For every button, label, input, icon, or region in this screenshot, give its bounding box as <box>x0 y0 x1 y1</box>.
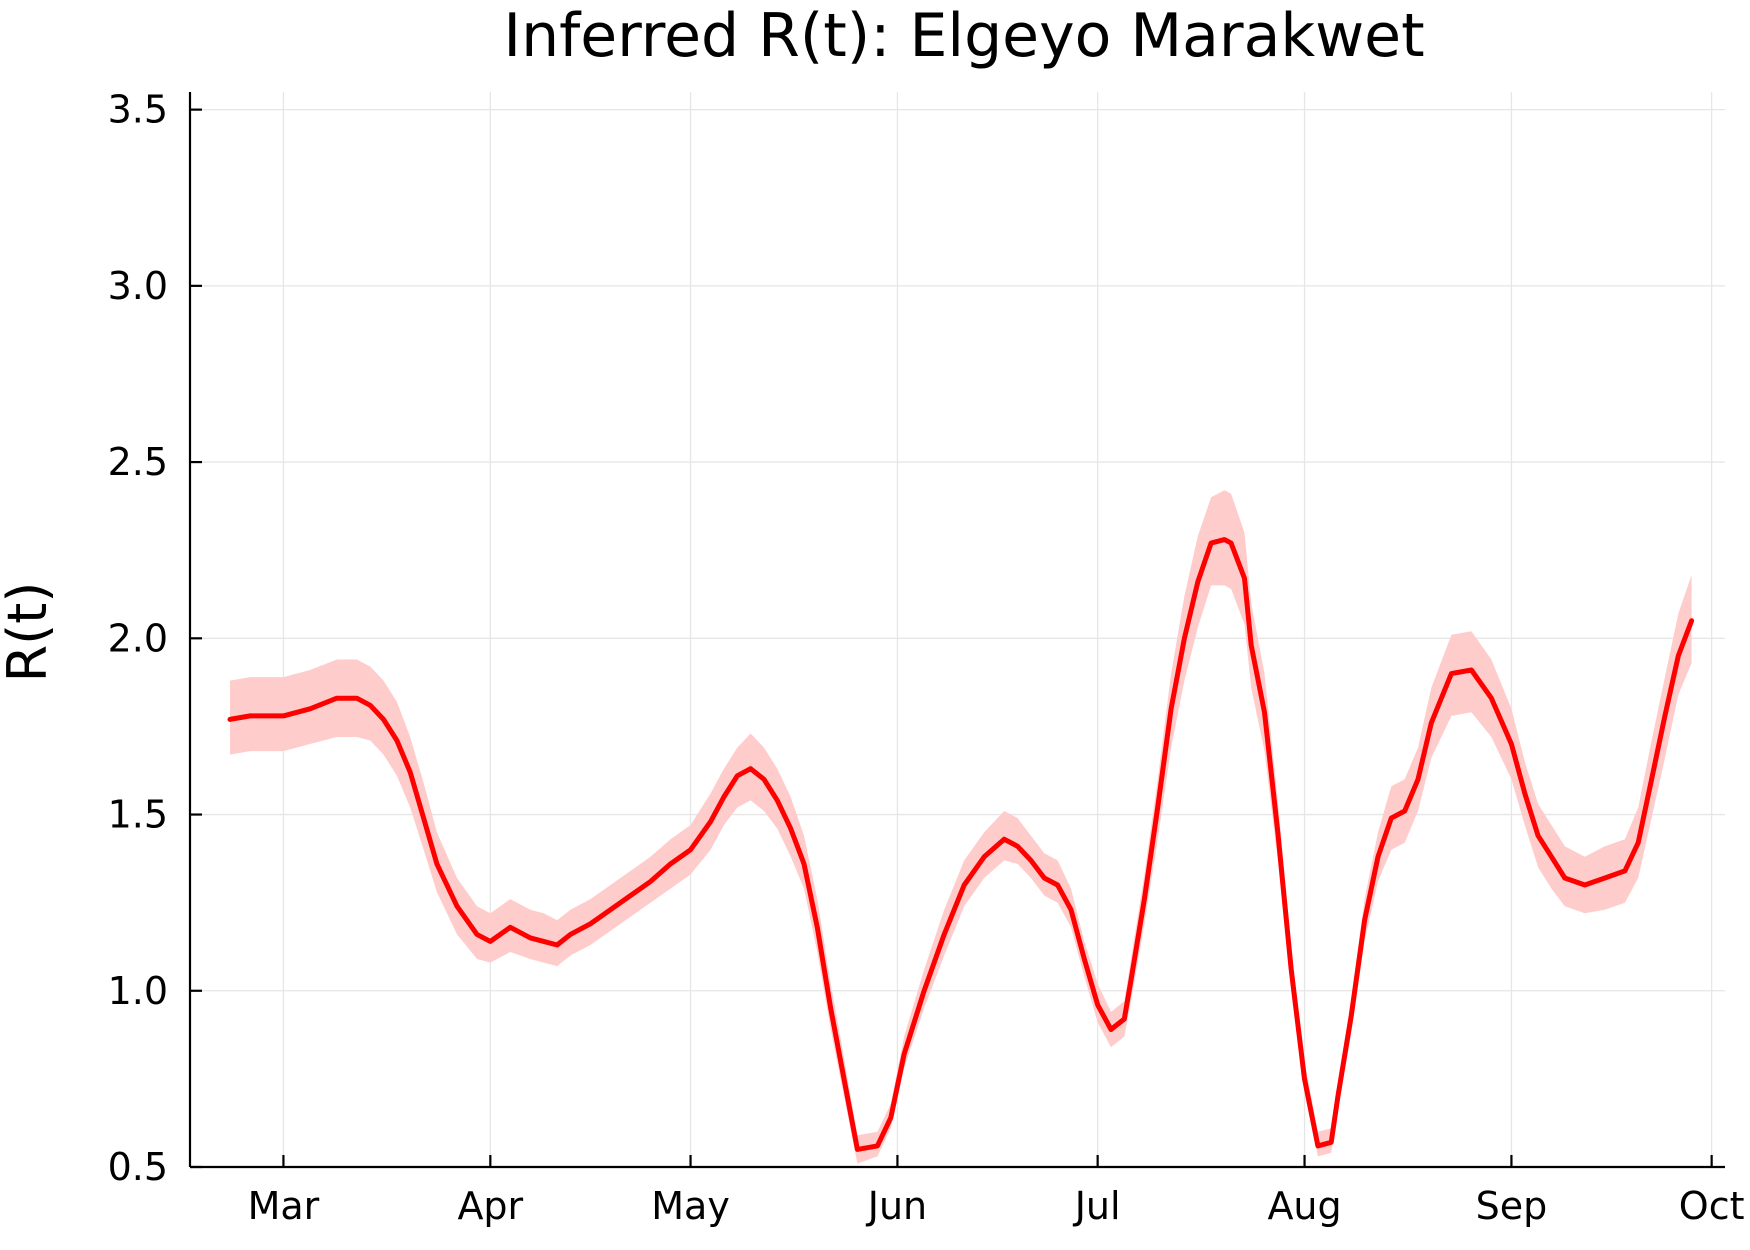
y-axis-ticks: 0.5 1.0 1.5 2.0 2.5 3.0 3.5 <box>108 88 202 1189</box>
x-tick-label: Oct <box>1679 1184 1745 1228</box>
x-tick-label: Mar <box>248 1184 320 1228</box>
credible-interval-band <box>230 490 1692 1164</box>
x-tick-label: Jun <box>866 1184 927 1228</box>
x-tick-label: Aug <box>1267 1184 1341 1228</box>
y-tick-label: 1.5 <box>108 793 168 837</box>
y-tick-label: 2.5 <box>108 440 168 484</box>
y-tick-label: 0.5 <box>108 1145 168 1189</box>
y-tick-label: 2.0 <box>108 616 168 660</box>
chart-title: Inferred R(t): Elgeyo Marakwet <box>503 1 1424 71</box>
x-tick-label: May <box>651 1184 730 1228</box>
x-tick-label: Apr <box>457 1184 523 1228</box>
x-tick-label: Sep <box>1476 1184 1548 1228</box>
rt-median-line <box>227 537 1695 1152</box>
y-axis-label: R(t) <box>0 582 59 683</box>
y-tick-label: 3.5 <box>108 88 168 132</box>
x-axis-ticks: Mar Apr May Jun Jul Aug Sep Oct <box>248 1155 1745 1228</box>
x-tick-label: Jul <box>1073 1184 1121 1228</box>
x-grid <box>282 92 1713 1167</box>
y-tick-label: 3.0 <box>108 264 168 308</box>
y-tick-label: 1.0 <box>108 969 168 1013</box>
